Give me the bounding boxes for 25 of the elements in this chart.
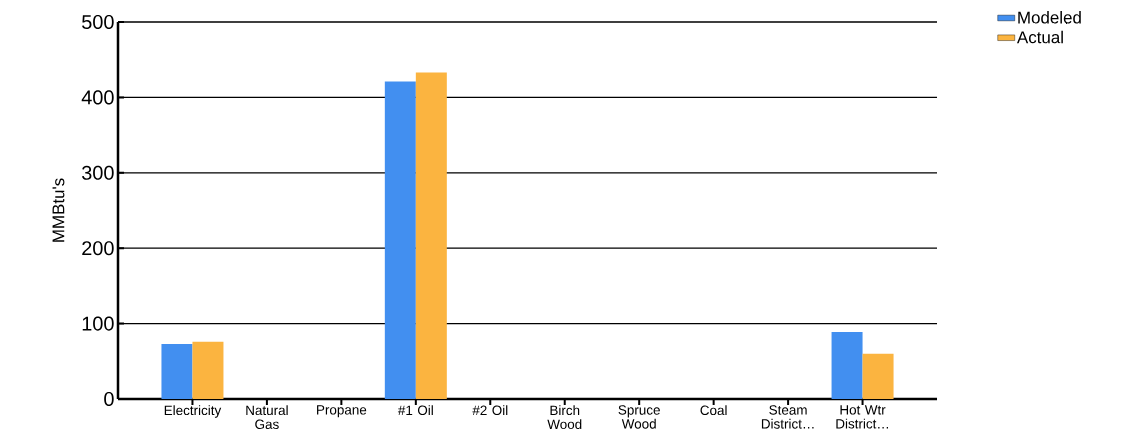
x-tick-label: Birch Wood xyxy=(547,405,582,430)
legend-label: Actual xyxy=(1016,30,1063,44)
x-tick-label: #2 Oil xyxy=(472,405,508,416)
x-tick-label: Hot Wtr District… xyxy=(836,405,888,429)
bar xyxy=(831,331,863,399)
x-tick-label: Natural Gas xyxy=(246,405,288,430)
x-tick-label: Propane xyxy=(317,405,367,418)
y-tick-label: 0 xyxy=(104,391,114,407)
x-tick-label: Spruce Wood xyxy=(618,405,660,429)
bar xyxy=(415,72,447,399)
bar xyxy=(862,353,894,399)
x-tick-label: Electricity xyxy=(164,405,222,418)
y-tick-label: 500 xyxy=(82,14,114,30)
bar xyxy=(384,81,416,399)
y-tick-label: 400 xyxy=(81,90,114,105)
y-tick-label: 200 xyxy=(82,241,114,256)
legend-label: Modeled xyxy=(1018,11,1081,24)
bar xyxy=(161,343,193,399)
y-tick-label: 100 xyxy=(82,316,114,331)
y-axis-title: MMBtu's xyxy=(52,178,65,242)
bar xyxy=(192,341,224,399)
y-tick-label: 300 xyxy=(82,165,114,180)
x-tick-label: Steam District… xyxy=(761,405,814,429)
x-tick-label: #1 Oil xyxy=(397,405,433,416)
x-tick-label: Coal xyxy=(700,405,727,416)
